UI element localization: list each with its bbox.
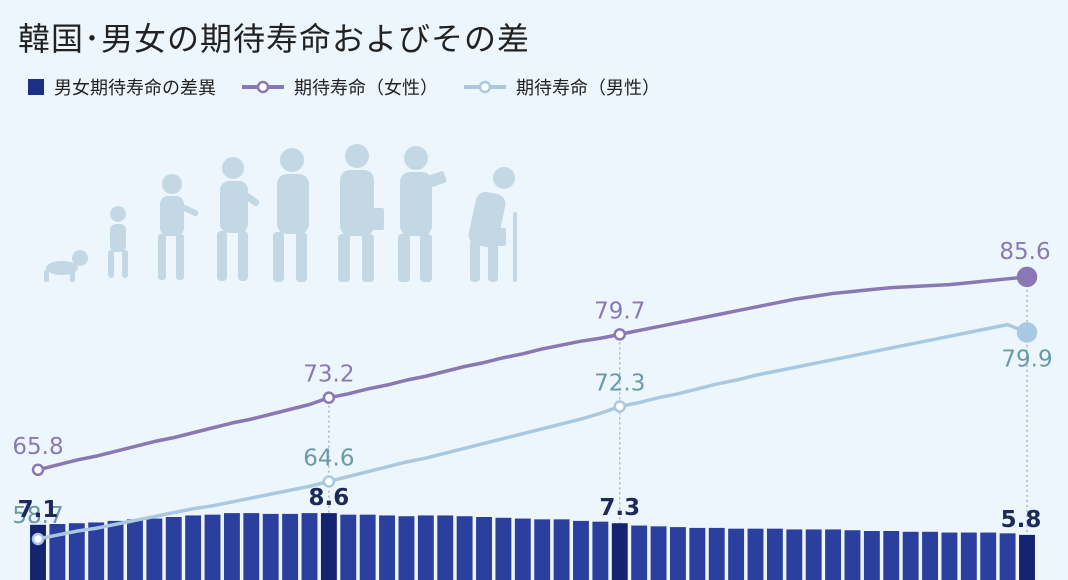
gap-bar (68, 523, 85, 580)
gap-bar (340, 514, 357, 580)
gap-bar (960, 532, 977, 580)
gap-bar (766, 528, 783, 580)
gap-bar (534, 519, 551, 580)
gap-bar (456, 516, 473, 580)
gap-bar (883, 531, 900, 580)
gap-bar (146, 518, 163, 580)
gap-bars (30, 513, 1035, 580)
gap-bar (611, 523, 628, 580)
gap-bar (669, 527, 686, 580)
legend: 男女期待寿命の差異 期待寿命（女性） 期待寿命（男性） (28, 74, 660, 100)
legend-swatch-female (242, 80, 284, 94)
gap-bar (553, 519, 570, 580)
gap-bar (650, 526, 667, 580)
male-value-label: 72.3 (594, 370, 645, 396)
legend-label-gap: 男女期待寿命の差異 (54, 78, 216, 99)
gap-bar (708, 527, 725, 580)
female-value-label: 85.6 (999, 239, 1050, 265)
female-point (613, 328, 627, 341)
male-value-label: 58.7 (12, 503, 63, 529)
life-stage-silhouettes (44, 144, 517, 282)
gap-bar (495, 517, 512, 580)
toddler-icon (108, 206, 128, 278)
male-point (31, 532, 45, 546)
gap-bar (49, 524, 66, 580)
young-adult-icon (273, 148, 309, 282)
gap-bar (127, 519, 143, 580)
gap-bar (922, 531, 938, 580)
gap-bar (863, 531, 880, 580)
gap-bar (107, 520, 124, 580)
gap-bar (573, 520, 589, 580)
female-line (36, 275, 1029, 472)
gap-bar (243, 513, 260, 580)
gap-bar (631, 525, 648, 580)
male-point (322, 475, 336, 488)
legend-item-gap: 男女期待寿命の差異 (28, 74, 216, 100)
gap-bar (282, 513, 299, 580)
gap-bar (747, 528, 764, 580)
gap-bar (476, 517, 492, 580)
gap-value-label: 8.6 (309, 485, 350, 511)
gap-bar (359, 514, 376, 580)
gap-bar (379, 515, 396, 580)
legend-label-female: 期待寿命（女性） (294, 78, 438, 99)
male-line (36, 322, 1029, 541)
series-lines (31, 266, 1038, 546)
value-labels: 65.8 73.2 79.7 85.6 58.7 64.6 72.3 79.9 7.1 8.6 7.… (12, 239, 1052, 533)
gap-bar (825, 529, 842, 580)
female-point (1016, 266, 1038, 288)
female-value-label: 65.8 (12, 434, 63, 460)
female-point (322, 391, 336, 404)
gap-bar (999, 533, 1016, 580)
gap-bar (786, 529, 803, 580)
baby-crawling-icon (44, 250, 88, 282)
gap-bar (592, 521, 609, 580)
gap-value-label: 7.1 (18, 497, 59, 523)
gap-bar (320, 513, 337, 580)
gap-value-label: 5.8 (1001, 507, 1042, 533)
gap-bar (941, 532, 958, 580)
gap-bar (88, 522, 105, 580)
gap-bar (398, 516, 415, 580)
gap-bar (728, 528, 745, 580)
legend-item-male: 期待寿命（男性） (464, 74, 660, 100)
legend-item-female: 期待寿命（女性） (242, 74, 438, 100)
male-point (613, 400, 627, 413)
legend-swatch-male (464, 80, 506, 94)
gap-bar (902, 531, 919, 580)
gap-bar (417, 515, 434, 580)
gap-bar (689, 527, 706, 580)
gap-bar (185, 515, 202, 580)
male-point (1016, 322, 1038, 343)
child-icon (158, 174, 199, 280)
male-value-label: 64.6 (303, 445, 354, 471)
gap-bar (980, 532, 997, 580)
gap-value-label: 7.3 (599, 495, 640, 521)
gap-bar (805, 529, 822, 580)
female-point (31, 463, 45, 477)
legend-swatch-gap (28, 79, 44, 95)
teen-icon (217, 157, 260, 281)
gap-bar (301, 513, 318, 580)
gap-bar (262, 513, 279, 580)
adult-reading-icon (398, 146, 447, 282)
elderly-cane-icon (468, 167, 517, 282)
male-value-label: 79.9 (1001, 346, 1052, 372)
gap-bar (844, 530, 861, 580)
gap-bar (223, 513, 240, 580)
gap-bar (165, 517, 182, 580)
female-value-label: 79.7 (594, 298, 645, 324)
gap-bar (514, 518, 531, 580)
businessman-icon (338, 144, 384, 282)
female-value-label: 73.2 (303, 362, 354, 388)
legend-label-male: 期待寿命（男性） (516, 78, 660, 99)
gap-bar (204, 514, 221, 580)
chart-title: 韓国･男女の期待寿命およびその差 (18, 20, 531, 58)
gap-bar (1019, 534, 1035, 580)
gap-bar (437, 515, 454, 580)
